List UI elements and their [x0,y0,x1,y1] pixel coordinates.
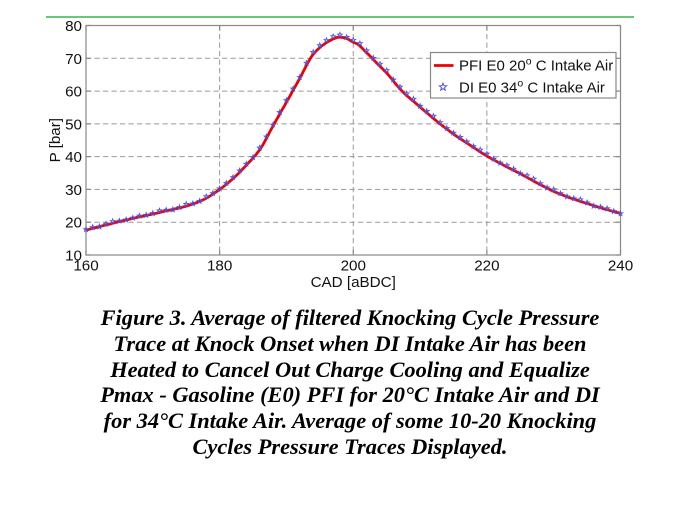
svg-text:200: 200 [341,258,366,275]
svg-text:P [bar]: P [bar] [47,118,64,162]
svg-text:30: 30 [65,182,82,199]
svg-text:220: 220 [474,258,499,275]
svg-text:10: 10 [65,248,82,265]
svg-text:180: 180 [207,258,232,275]
svg-text:240: 240 [608,258,633,275]
svg-text:20: 20 [65,215,82,232]
svg-text:CAD [aBDC]: CAD [aBDC] [311,274,396,291]
svg-text:60: 60 [65,84,82,101]
svg-text:DI E0 34o C Intake Air: DI E0 34o C Intake Air [459,78,605,97]
svg-text:50: 50 [65,116,82,133]
svg-text:160: 160 [73,258,98,275]
svg-text:40: 40 [65,149,82,166]
svg-text:PFI E0 20o C Intake Air: PFI E0 20o C Intake Air [459,56,613,75]
svg-text:80: 80 [65,18,82,35]
svg-text:70: 70 [65,51,82,68]
